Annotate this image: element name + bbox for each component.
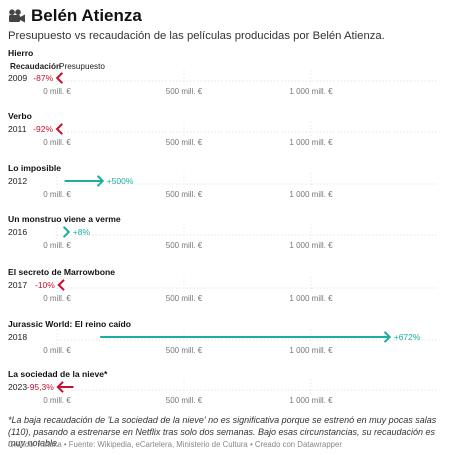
change-label: +8% — [73, 227, 91, 237]
x-tick-label: 0 mill. € — [43, 241, 71, 250]
film-name: La sociedad de la nieve* — [8, 369, 108, 379]
film-name: Lo imposible — [8, 163, 61, 173]
year-label: 2009 — [8, 73, 27, 83]
x-tick-label: 0 mill. € — [43, 346, 71, 355]
x-tick-label: 500 mill. € — [166, 294, 203, 303]
x-tick-label: 1 000 mill. € — [289, 190, 333, 199]
film-name: El secreto de Marrowbone — [8, 267, 115, 277]
arrow-head — [62, 226, 71, 238]
year-label: 2017 — [8, 280, 27, 290]
year-label: 2016 — [8, 227, 27, 237]
chart-title: Belén Atienza — [31, 6, 142, 25]
year-label: 2018 — [8, 332, 27, 342]
x-tick-label: 0 mill. € — [43, 138, 71, 147]
change-label: -87% — [33, 73, 53, 83]
chart-subtitle: Presupuesto vs recaudación de las pelícu… — [8, 30, 385, 42]
arrow-head — [57, 279, 65, 291]
x-tick-label: 500 mill. € — [166, 241, 203, 250]
change-label: -92% — [33, 124, 53, 134]
change-label: -95,3% — [27, 382, 54, 392]
year-label: 2023 — [8, 382, 27, 392]
legend-budget-label: Presupuesto — [59, 62, 105, 71]
film-name: Hierro — [8, 48, 33, 58]
change-label: -10% — [35, 280, 55, 290]
x-tick-label: 500 mill. € — [166, 396, 203, 405]
arrow-head — [55, 72, 64, 84]
film-name: Un monstruo viene a verme — [8, 214, 121, 224]
x-tick-label: 1 000 mill. € — [289, 138, 333, 147]
film-name: Verbo — [8, 111, 32, 121]
x-tick-label: 500 mill. € — [166, 138, 203, 147]
film-name: Jurassic World: El reino caído — [8, 319, 131, 329]
x-tick-label: 1 000 mill. € — [289, 346, 333, 355]
x-tick-label: 0 mill. € — [43, 294, 71, 303]
x-tick-label: 500 mill. € — [166, 87, 203, 96]
credits: Gráfico: Xataka • Fuente: Wikipedia, eCa… — [8, 440, 342, 449]
x-tick-label: 500 mill. € — [166, 190, 203, 199]
legend-revenue-label: Recaudación — [10, 62, 61, 71]
arrow-head — [56, 381, 64, 393]
x-tick-label: 0 mill. € — [43, 396, 71, 405]
arrow-head — [55, 123, 63, 135]
change-label: +672% — [394, 332, 421, 342]
x-tick-label: 1 000 mill. € — [289, 294, 333, 303]
footnote: *La baja recaudación de 'La sociedad de … — [8, 415, 437, 448]
title-row: Belén Atienza — [8, 6, 142, 26]
arrow-head — [96, 175, 105, 187]
x-tick-label: 1 000 mill. € — [289, 87, 333, 96]
year-label: 2012 — [8, 176, 27, 186]
x-tick-label: 0 mill. € — [43, 190, 71, 199]
film-camera-icon — [9, 9, 25, 23]
x-tick-label: 1 000 mill. € — [289, 396, 333, 405]
x-tick-label: 0 mill. € — [43, 87, 71, 96]
x-tick-label: 1 000 mill. € — [289, 241, 333, 250]
arrow-head — [383, 331, 392, 343]
x-tick-label: 500 mill. € — [166, 346, 203, 355]
change-label: +500% — [107, 176, 134, 186]
year-label: 2011 — [8, 124, 27, 134]
